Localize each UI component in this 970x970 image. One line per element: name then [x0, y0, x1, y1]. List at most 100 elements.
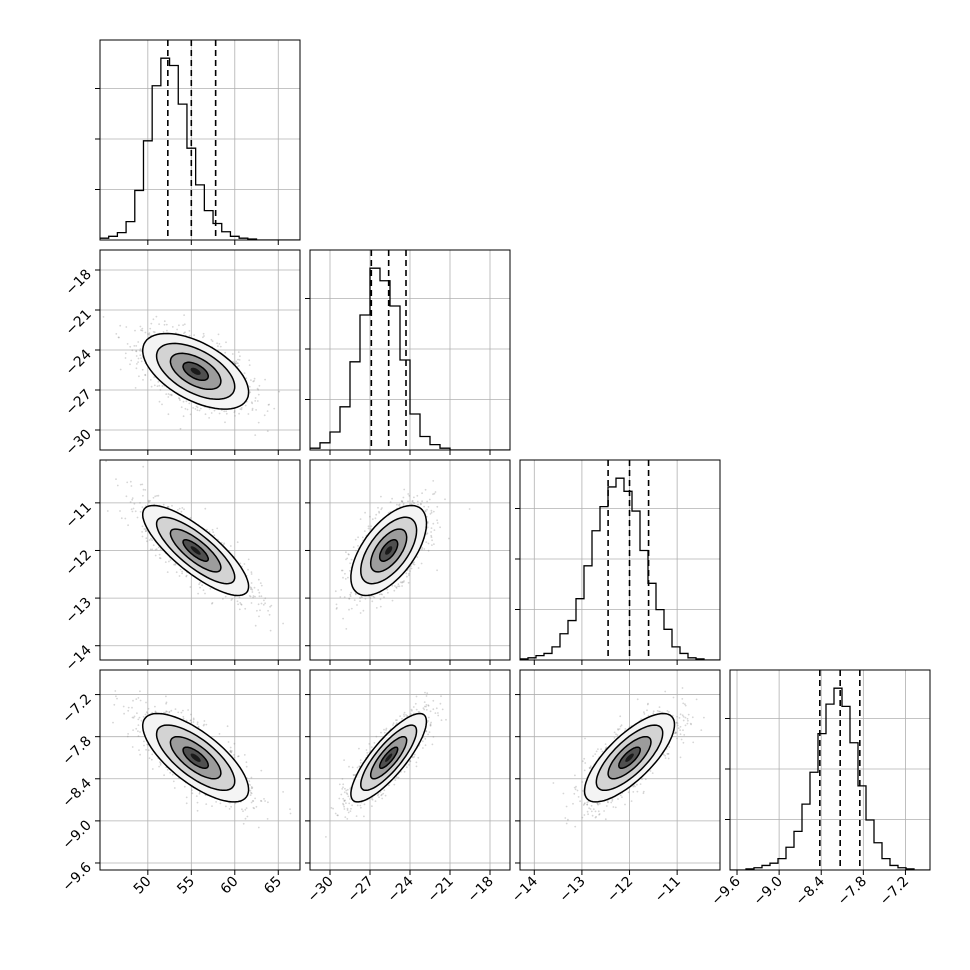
sample-point [408, 572, 410, 575]
sample-point [359, 597, 361, 599]
sample-point [413, 563, 416, 566]
sample-point [159, 548, 162, 550]
sample-point [387, 591, 389, 594]
sample-point [209, 587, 212, 590]
sample-point [141, 368, 144, 371]
sample-point [190, 721, 193, 724]
sample-point [131, 510, 134, 513]
sample-point [170, 394, 173, 397]
sample-point [154, 554, 157, 557]
sample-point [139, 699, 142, 702]
sample-point [264, 602, 266, 605]
sample-point [105, 460, 107, 463]
sample-point [237, 358, 239, 361]
sample-point [178, 397, 180, 399]
sample-point [273, 407, 276, 410]
sample-point [184, 407, 187, 410]
sample-point [150, 322, 153, 325]
sample-point [229, 545, 232, 547]
sample-point [184, 331, 186, 334]
sample-point [238, 596, 241, 599]
sample-point [223, 542, 226, 545]
sample-point [250, 571, 253, 574]
sample-point [247, 568, 249, 571]
panel-background [730, 670, 930, 870]
sample-point [125, 326, 128, 328]
sample-point [270, 604, 273, 607]
sample-point [151, 768, 154, 770]
sample-point [189, 413, 192, 416]
contour-line-0 [141, 332, 250, 410]
sample-point [188, 330, 191, 332]
sample-point [262, 603, 265, 606]
sample-point [255, 805, 258, 808]
sample-point [233, 362, 236, 364]
sample-point [403, 580, 405, 582]
panel-frame [99, 459, 301, 661]
sample-point [395, 586, 398, 589]
sample-point [386, 588, 389, 591]
sample-point [129, 363, 131, 366]
sample-point [155, 548, 158, 550]
sample-point [157, 494, 160, 497]
sample-point [188, 334, 191, 337]
sample-point [167, 393, 170, 395]
sample-point [144, 713, 147, 716]
sample-point [139, 502, 141, 504]
contour-line-3 [182, 539, 210, 562]
sample-point [426, 532, 429, 535]
sample-point [137, 735, 140, 737]
sample-point [178, 507, 181, 510]
sample-point [199, 581, 201, 584]
sample-point [181, 572, 184, 575]
sample-point [183, 323, 186, 326]
sample-point [432, 510, 435, 513]
sample-point [258, 595, 261, 598]
sample-point [154, 711, 157, 713]
sample-point [147, 333, 149, 335]
sample-point [244, 607, 247, 610]
sample-point [148, 500, 150, 503]
sample-point [182, 717, 185, 720]
sample-point [166, 710, 168, 713]
sample-point [250, 401, 253, 404]
histogram-panel-1 [305, 249, 511, 451]
sample-point [430, 511, 433, 514]
sample-point [258, 591, 261, 594]
sample-point [254, 595, 256, 598]
sample-point [179, 568, 182, 571]
sample-point [102, 316, 105, 318]
sample-point [233, 411, 236, 414]
sample-point [129, 501, 132, 503]
sample-point [169, 771, 172, 774]
sample-point [120, 517, 123, 520]
sample-point [374, 517, 377, 520]
sample-point [236, 362, 238, 364]
sample-point [242, 822, 245, 825]
sample-point [426, 500, 428, 503]
sample-point [250, 573, 253, 575]
sample-point [139, 483, 142, 486]
sample-point [402, 496, 405, 499]
sample-point [148, 539, 151, 541]
sample-point [127, 709, 130, 712]
sample-point [400, 500, 403, 503]
sample-point [361, 596, 363, 599]
sample-point [250, 602, 253, 604]
sample-point [349, 595, 352, 598]
sample-point [278, 390, 281, 393]
sample-point [237, 603, 240, 606]
sample-point [428, 498, 431, 501]
sample-point [236, 600, 239, 603]
sample-point [206, 528, 208, 531]
sample-point [234, 362, 237, 365]
sample-point [243, 754, 246, 756]
sample-point [165, 323, 168, 326]
sample-point [151, 539, 154, 541]
sample-point [251, 591, 254, 593]
sample-point [243, 563, 246, 565]
sample-point [196, 409, 199, 412]
sample-point [185, 574, 188, 577]
sample-point [417, 567, 420, 569]
